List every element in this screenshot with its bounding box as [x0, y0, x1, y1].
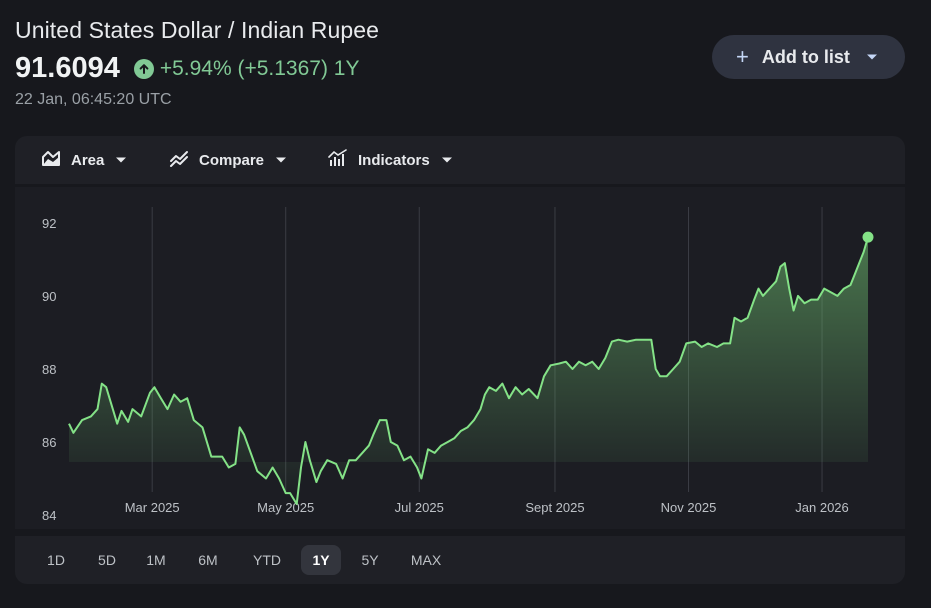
indicators-icon — [328, 148, 348, 172]
x-tick-label: May 2025 — [257, 500, 314, 515]
indicators-dropdown[interactable]: Indicators — [328, 136, 453, 184]
chart-type-dropdown[interactable]: Area — [41, 136, 127, 184]
y-tick-label: 88 — [42, 362, 56, 377]
timestamp: 22 Jan, 06:45:20 UTC — [15, 91, 172, 108]
x-tick-label: Jul 2025 — [395, 500, 444, 515]
chart-type-label: Area — [71, 151, 105, 169]
x-tick-label: Mar 2025 — [125, 500, 180, 515]
y-tick-label: 86 — [42, 435, 56, 450]
latest-point-marker — [862, 231, 874, 243]
time-range-selector: 1D 5D 1M 6M YTD 1Y 5Y MAX — [15, 536, 905, 584]
range-button-1y[interactable]: 1Y — [301, 545, 341, 575]
x-tick-label: Sept 2025 — [525, 500, 584, 515]
x-tick-label: Nov 2025 — [661, 500, 717, 515]
arrow-up-icon — [133, 58, 154, 79]
chevron-down-icon — [441, 151, 453, 169]
compare-icon — [169, 149, 189, 172]
price-area-fill — [69, 237, 868, 504]
compare-label: Compare — [199, 151, 265, 169]
range-button-1m[interactable]: 1M — [146, 552, 166, 568]
chart-panel: 84 86 88 90 92 Mar 2025 May 2025 Jul 2025 Sept … — [15, 187, 905, 529]
range-button-5y[interactable]: 5Y — [361, 552, 379, 568]
indicators-label: Indicators — [358, 151, 430, 169]
x-tick-label: Jan 2026 — [795, 500, 849, 515]
price-row: 91.6094 +5.94% (+5.1367) 1Y — [15, 52, 359, 85]
compare-dropdown[interactable]: Compare — [169, 136, 287, 184]
add-to-list-label: Add to list — [761, 46, 850, 67]
plus-icon: + — [736, 44, 749, 69]
page-title: United States Dollar / Indian Rupee — [15, 17, 380, 43]
y-tick-label: 92 — [42, 216, 56, 231]
price-line — [68, 236, 869, 505]
price-change: +5.94% (+5.1367) 1Y — [159, 56, 360, 80]
price-chart[interactable]: 84 86 88 90 92 Mar 2025 May 2025 Jul 2025 Sept … — [15, 187, 905, 529]
y-tick-label: 90 — [42, 289, 56, 304]
range-button-1d[interactable]: 1D — [47, 552, 65, 568]
chevron-down-icon — [866, 48, 878, 66]
chevron-down-icon — [115, 151, 127, 169]
range-button-5d[interactable]: 5D — [98, 552, 116, 568]
area-chart-icon — [41, 149, 61, 172]
range-button-ytd[interactable]: YTD — [253, 552, 281, 568]
range-button-max[interactable]: MAX — [410, 552, 442, 568]
y-tick-label: 84 — [42, 508, 56, 523]
add-to-list-button[interactable]: + Add to list — [712, 35, 905, 79]
chart-toolbar: Area Compare Indicators — [15, 136, 905, 184]
range-button-6m[interactable]: 6M — [198, 552, 218, 568]
chevron-down-icon — [275, 151, 287, 169]
current-price: 91.6094 — [15, 52, 120, 84]
